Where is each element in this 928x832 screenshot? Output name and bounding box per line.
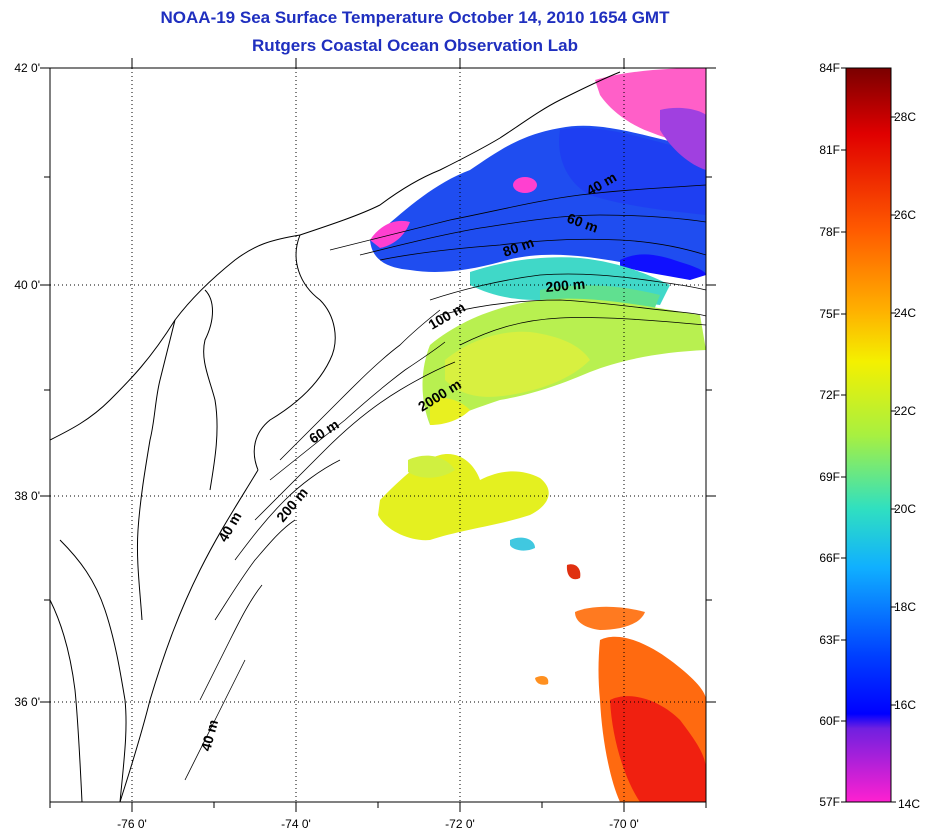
contour-label-60m-mid: 60 m xyxy=(306,416,342,446)
colorbar-c-26: 26C xyxy=(894,208,917,222)
map-gridlines xyxy=(50,68,706,802)
bathymetry-contours xyxy=(184,184,706,781)
map-ticks xyxy=(40,58,716,812)
lat-label-38: 38 0' xyxy=(14,489,40,503)
lon-label-74: -74 0' xyxy=(281,817,311,831)
colorbar xyxy=(845,67,892,803)
coastline xyxy=(50,71,621,802)
colorbar-ticks xyxy=(841,67,896,803)
map-subtitle: Rutgers Coastal Ocean Observation Lab xyxy=(252,36,578,55)
colorbar-f-84: 84F xyxy=(819,61,840,75)
sst-green-yellow-region xyxy=(378,298,706,551)
colorbar-f-66: 66F xyxy=(819,551,840,565)
lat-label-42: 42 0' xyxy=(14,61,40,75)
colorbar-c-20: 20C xyxy=(894,502,917,516)
lat-label-36: 36 0' xyxy=(14,695,40,709)
colorbar-f-69: 69F xyxy=(819,470,840,484)
colorbar-f-72: 72F xyxy=(819,388,840,402)
contour-label-200m-mid: 200 m xyxy=(273,484,311,525)
colorbar-c-18: 18C xyxy=(894,600,917,614)
colorbar-c-22: 22C xyxy=(894,404,917,418)
map-title: NOAA-19 Sea Surface Temperature October … xyxy=(160,8,670,27)
colorbar-f-75: 75F xyxy=(819,307,840,321)
colorbar-c-24: 24C xyxy=(894,306,917,320)
contour-label-40m-mid: 40 m xyxy=(215,509,245,545)
contour-label-40m-south: 40 m xyxy=(197,718,221,753)
colorbar-c-14: 14C xyxy=(898,797,921,811)
lon-label-76: -76 0' xyxy=(117,817,147,831)
lon-label-72: -72 0' xyxy=(445,817,475,831)
colorbar-c-16: 16C xyxy=(894,698,917,712)
colorbar-f-78: 78F xyxy=(819,225,840,239)
sst-blue-region xyxy=(370,125,706,280)
sst-orange-red-region xyxy=(535,564,706,802)
lat-label-40: 40 0' xyxy=(14,278,40,292)
contour-label-200m-north: 200 m xyxy=(545,276,586,295)
colorbar-f-60: 60F xyxy=(819,714,840,728)
colorbar-f-57: 57F xyxy=(819,795,840,809)
lon-label-70: -70 0' xyxy=(609,817,639,831)
sst-magenta-region xyxy=(513,68,706,193)
colorbar-f-63: 63F xyxy=(819,633,840,647)
colorbar-c-28: 28C xyxy=(894,110,917,124)
colorbar-f-81: 81F xyxy=(819,143,840,157)
